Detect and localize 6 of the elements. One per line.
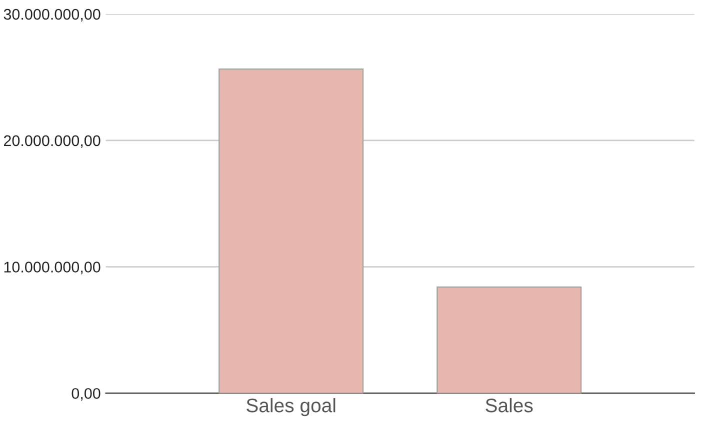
y-tick-label: 10.000.000,00 <box>4 262 100 274</box>
y-tick-label: 20.000.000,00 <box>4 135 100 148</box>
x-tick-label: Sales <box>486 398 533 412</box>
x-tick-label: Sales goal <box>246 398 336 416</box>
y-tick-label: 30.000.000,00 <box>4 8 100 22</box>
y-tick-label: 0,00 <box>72 388 100 401</box>
